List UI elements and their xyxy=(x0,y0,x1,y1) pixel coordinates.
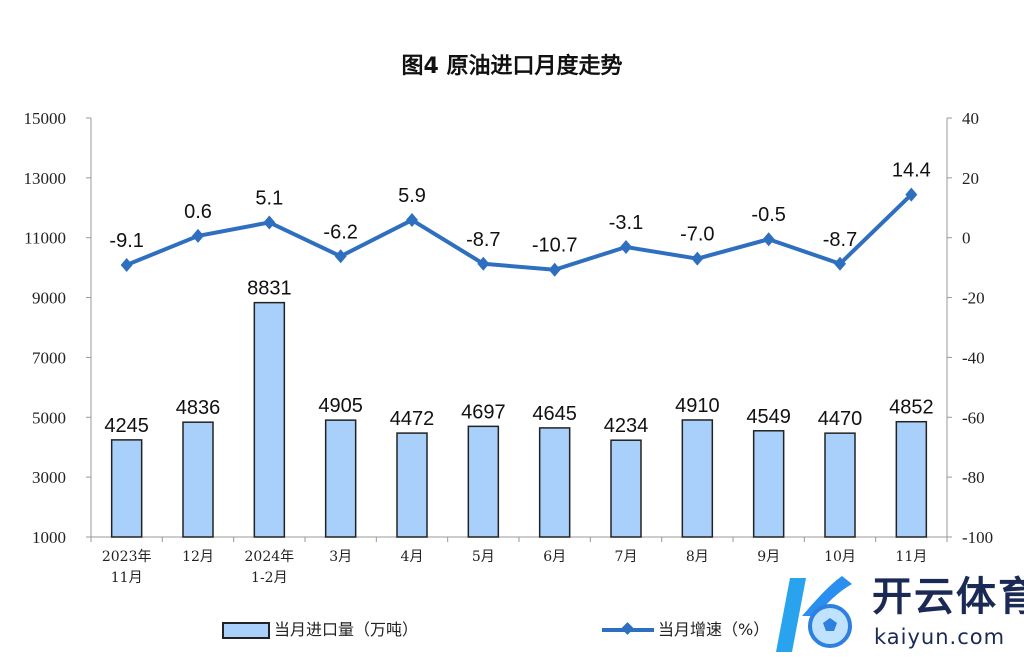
right-tick-label: -60 xyxy=(962,408,985,427)
bar-value-label: 4234 xyxy=(604,415,649,437)
line-marker xyxy=(477,256,490,271)
line-value-label: 5.9 xyxy=(398,185,426,207)
x-category-label: 11月 xyxy=(895,549,927,565)
legend-label: 当月增速（%） xyxy=(658,620,770,639)
growth-line xyxy=(125,193,913,272)
bar xyxy=(396,432,428,538)
legend-line-swatch xyxy=(602,628,654,632)
line-value-label: -8.7 xyxy=(466,229,500,251)
bar xyxy=(324,419,357,538)
line-marker xyxy=(834,256,846,271)
bar-value-label: 4470 xyxy=(818,408,863,430)
x-category-label: 2023年 xyxy=(102,549,152,565)
line-marker xyxy=(548,262,561,277)
line-marker xyxy=(762,232,775,247)
bar xyxy=(467,425,500,538)
x-category-label: 11月 xyxy=(111,570,143,586)
bar-value-label: 8831 xyxy=(247,278,292,300)
x-category-label: 10月 xyxy=(824,549,856,565)
right-tick-label: -40 xyxy=(962,348,985,367)
logo-k-icon xyxy=(776,576,852,652)
legend-label: 当月进口量（万吨） xyxy=(274,620,419,639)
bar xyxy=(752,430,785,538)
line-marker xyxy=(192,228,204,243)
bar xyxy=(610,439,642,538)
legend-item-import-volume: 当月进口量（万吨） xyxy=(222,620,418,640)
right-tick-label: 20 xyxy=(962,169,979,188)
right-tick-label: 40 xyxy=(962,109,979,128)
watermark-logo: 开云体育 kaiyun.com xyxy=(772,572,1024,658)
chart-title: 图4 原油进口月度走势 xyxy=(401,54,623,79)
logo-cn-text: 开云体育 xyxy=(872,574,1024,620)
bar xyxy=(110,439,143,538)
line-value-label: -10.7 xyxy=(532,235,578,257)
line-marker xyxy=(620,239,632,254)
line-value-label: -7.0 xyxy=(680,224,714,246)
left-tick-label: 15000 xyxy=(24,109,67,128)
x-category-label: 6月 xyxy=(543,549,566,565)
line-value-label: -6.2 xyxy=(323,221,357,243)
line-marker xyxy=(334,249,347,264)
x-category-label: 4月 xyxy=(401,549,424,565)
left-tick-label: 7000 xyxy=(32,348,66,367)
bar-value-label: 4852 xyxy=(889,397,934,419)
legend-item-growth-rate: 当月增速（%） xyxy=(602,620,769,640)
x-category-label: 8月 xyxy=(686,549,709,565)
bar xyxy=(538,427,571,538)
x-category-label: 1-2月 xyxy=(251,570,288,586)
line-value-label: 5.1 xyxy=(255,187,283,209)
x-category-label: 9月 xyxy=(757,549,780,565)
left-tick-label: 3000 xyxy=(32,468,66,487)
x-category-label: 7月 xyxy=(615,549,638,565)
legend-bar-swatch xyxy=(222,621,270,639)
right-tick-label: 0 xyxy=(962,229,971,248)
left-tick-label: 13000 xyxy=(24,169,67,188)
x-category-label: 2024年 xyxy=(245,549,295,565)
bar-value-label: 4245 xyxy=(104,415,149,437)
bar-value-label: 4905 xyxy=(318,395,363,417)
line-value-label: -9.1 xyxy=(109,230,143,252)
right-tick-label: -100 xyxy=(962,528,993,547)
x-category-label: 3月 xyxy=(329,549,352,565)
x-category-label: 5月 xyxy=(472,549,495,565)
bar xyxy=(681,419,714,538)
line-value-label: -8.7 xyxy=(823,229,857,251)
line-marker xyxy=(905,187,918,202)
bar xyxy=(895,420,928,538)
right-tick-label: -80 xyxy=(962,468,985,487)
bar xyxy=(182,421,214,538)
right-tick-label: -20 xyxy=(962,289,985,308)
line-marker xyxy=(691,251,704,266)
logo-en-text: kaiyun.com xyxy=(874,625,1006,649)
line-marker xyxy=(263,215,276,230)
left-tick-label: 5000 xyxy=(32,408,66,427)
line-value-label: 14.4 xyxy=(892,160,931,182)
bar-value-label: 4697 xyxy=(461,401,506,423)
left-tick-label: 11000 xyxy=(24,229,66,248)
left-tick-label: 9000 xyxy=(32,289,66,308)
line-value-label: -3.1 xyxy=(609,212,643,234)
bar xyxy=(253,301,286,538)
bar-value-label: 4549 xyxy=(746,406,791,428)
bar-value-label: 4836 xyxy=(176,397,221,419)
bar xyxy=(824,432,856,538)
line-marker xyxy=(120,257,133,272)
line-value-label: -0.5 xyxy=(751,204,785,226)
x-category-label: 12月 xyxy=(182,549,214,565)
left-tick-label: 1000 xyxy=(32,528,66,547)
bar-value-label: 4472 xyxy=(390,408,435,430)
line-value-label: 0.6 xyxy=(184,201,212,223)
bar-value-label: 4910 xyxy=(675,395,720,417)
bar-value-label: 4645 xyxy=(532,403,577,425)
line-marker xyxy=(406,213,418,228)
